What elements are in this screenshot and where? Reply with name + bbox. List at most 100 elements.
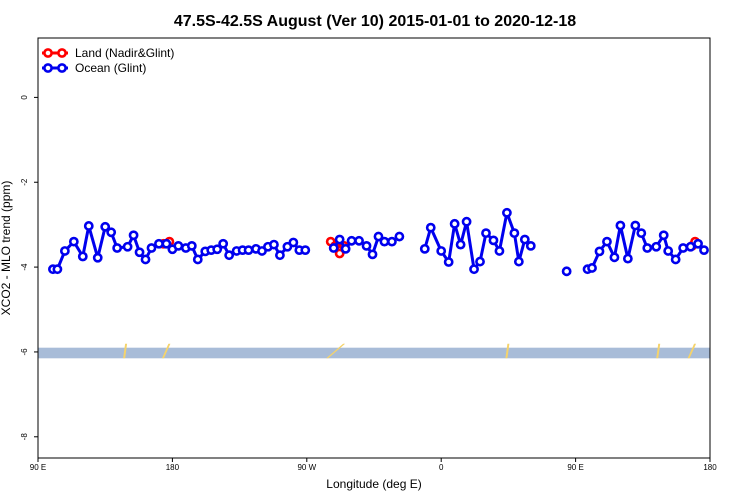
x-tick-label-1: 180 xyxy=(166,463,180,472)
data-point-ocean-glint-0-7 xyxy=(100,221,111,232)
data-point-ocean-glint-2-12 xyxy=(502,207,512,218)
data-point-ocean-glint-0-9 xyxy=(112,243,123,253)
data-point-ocean-glint-0-5 xyxy=(83,221,94,231)
data-point-ocean-glint-0-38 xyxy=(300,245,311,256)
data-point-ocean-glint-1-5 xyxy=(361,240,372,251)
x-tick-label-2: 90 W xyxy=(297,463,316,472)
data-point-ocean-glint-0-34 xyxy=(275,250,285,261)
x-tick-label-5: 180 xyxy=(703,463,717,472)
data-point-ocean-glint-0-18 xyxy=(173,240,184,251)
legend: Land (Nadir&Glint)Ocean (Glint) xyxy=(42,46,174,75)
y-tick-label-1: -2 xyxy=(20,178,29,186)
land-patch-0 xyxy=(123,343,128,359)
data-point-ocean-glint-1-7 xyxy=(373,231,384,242)
data-point-ocean-glint-2-1 xyxy=(425,222,436,233)
data-point-ocean-glint-2-6 xyxy=(461,216,472,227)
data-point-ocean-glint-0-10 xyxy=(122,241,133,252)
y-tick-label-0: 0 xyxy=(20,95,29,100)
data-point-ocean-glint-4-8 xyxy=(636,228,647,239)
legend-entry-0: Land (Nadir&Glint) xyxy=(75,46,174,60)
data-point-ocean-glint-4-11 xyxy=(658,230,669,241)
data-point-ocean-glint-1-4 xyxy=(354,235,364,246)
data-point-ocean-glint-2-14 xyxy=(513,256,524,267)
plot-area xyxy=(38,207,710,359)
data-point-ocean-glint-0-26 xyxy=(224,250,235,261)
data-point-ocean-glint-4-4 xyxy=(609,252,620,263)
land-patch-4 xyxy=(656,343,661,359)
plot-frame xyxy=(37,37,711,459)
legend-marker-end-0 xyxy=(57,48,67,58)
data-point-land-nadir-glint-1-2 xyxy=(334,248,345,259)
data-point-ocean-glint-2-2 xyxy=(436,246,447,256)
data-point-ocean-glint-0-16 xyxy=(161,238,172,249)
data-point-ocean-glint-1-10 xyxy=(394,231,405,242)
data-point-ocean-glint-1-9 xyxy=(387,236,397,247)
data-point-ocean-glint-0-4 xyxy=(77,251,88,262)
data-point-ocean-glint-1-6 xyxy=(367,249,378,260)
chart-title: 47.5S-42.5S August (Ver 10) 2015-01-01 t… xyxy=(174,13,576,30)
data-point-ocean-glint-3-0 xyxy=(561,266,572,277)
y-tick-label-4: -8 xyxy=(20,433,29,441)
data-point-ocean-glint-0-3 xyxy=(68,236,79,247)
data-point-ocean-glint-4-15 xyxy=(685,241,696,252)
data-point-ocean-glint-4-7 xyxy=(630,220,641,231)
data-point-ocean-glint-2-7 xyxy=(469,264,479,275)
data-point-ocean-glint-0-21 xyxy=(192,254,203,265)
data-point-ocean-glint-4-17 xyxy=(699,245,709,256)
data-point-ocean-glint-2-8 xyxy=(475,256,485,267)
data-point-ocean-glint-0-14 xyxy=(146,243,157,253)
data-point-ocean-glint-0-33 xyxy=(269,239,279,250)
data-point-ocean-glint-0-11 xyxy=(128,230,139,241)
legend-entry-1: Ocean (Glint) xyxy=(75,61,146,75)
legend-marker-1 xyxy=(43,63,53,73)
y-axis: 0 -2 -4 -6 -8 xyxy=(20,95,38,441)
data-point-ocean-glint-4-14 xyxy=(678,243,689,253)
data-point-ocean-glint-2-13 xyxy=(509,228,520,239)
reference-band xyxy=(38,347,710,359)
x-tick-label-3: 0 xyxy=(439,463,444,472)
data-point-ocean-glint-2-9 xyxy=(481,228,491,239)
data-point-ocean-glint-2-15 xyxy=(519,234,530,245)
data-point-ocean-glint-4-10 xyxy=(651,241,662,252)
x-tick-label-4: 90 E xyxy=(567,463,583,472)
data-point-ocean-glint-1-3 xyxy=(346,235,357,246)
data-point-ocean-glint-1-2 xyxy=(340,243,351,254)
land-patch-5 xyxy=(687,343,697,359)
data-point-ocean-glint-1-1 xyxy=(334,234,345,245)
data-point-ocean-glint-2-0 xyxy=(419,243,430,254)
data-point-ocean-glint-0-25 xyxy=(218,238,229,249)
x-tick-label-0: 90 E xyxy=(30,463,46,472)
data-point-ocean-glint-4-2 xyxy=(594,246,605,257)
land-patch-2 xyxy=(326,343,346,359)
y-axis-label: XCO2 - MLO trend (ppm) xyxy=(0,181,13,316)
legend-marker-0 xyxy=(43,48,53,58)
data-point-ocean-glint-2-16 xyxy=(525,240,536,251)
data-point-ocean-glint-0-12 xyxy=(134,247,145,258)
data-point-ocean-glint-0-6 xyxy=(92,252,103,263)
data-point-ocean-glint-2-10 xyxy=(488,235,499,246)
data-point-ocean-glint-2-5 xyxy=(455,239,466,250)
data-point-ocean-glint-0-8 xyxy=(106,227,117,238)
x-axis: 90 E 180 90 W 0 90 E 180 xyxy=(30,458,717,472)
land-patch-1 xyxy=(161,343,171,359)
data-point-ocean-glint-0-20 xyxy=(186,240,197,251)
data-point-ocean-glint-2-4 xyxy=(449,218,460,229)
data-point-ocean-glint-0-13 xyxy=(140,254,151,265)
data-point-ocean-glint-0-1 xyxy=(52,264,63,275)
data-point-ocean-glint-0-29 xyxy=(243,245,254,256)
y-tick-label-3: -6 xyxy=(20,348,29,356)
data-point-ocean-glint-0-36 xyxy=(288,237,299,248)
data-point-ocean-glint-1-0 xyxy=(328,243,339,253)
x-axis-label: Longitude (deg E) xyxy=(326,477,421,491)
data-point-ocean-glint-4-12 xyxy=(663,246,674,256)
data-point-ocean-glint-4-5 xyxy=(615,220,626,231)
data-point-ocean-glint-2-3 xyxy=(443,257,454,267)
legend-marker-end-1 xyxy=(57,63,67,73)
data-point-ocean-glint-0-24 xyxy=(212,244,223,255)
data-point-ocean-glint-4-9 xyxy=(642,243,653,253)
y-tick-label-2: -4 xyxy=(20,263,29,271)
data-point-ocean-glint-4-13 xyxy=(670,254,681,265)
data-point-ocean-glint-4-3 xyxy=(602,236,612,247)
data-point-ocean-glint-1-8 xyxy=(379,236,390,247)
